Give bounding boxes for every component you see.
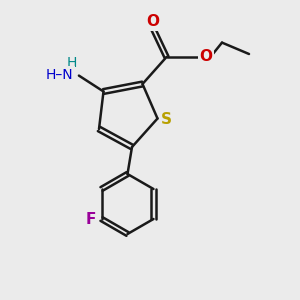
Text: O: O bbox=[200, 49, 213, 64]
Text: H: H bbox=[67, 56, 77, 70]
Text: S: S bbox=[161, 112, 172, 128]
Text: O: O bbox=[146, 14, 159, 29]
Text: H–N: H–N bbox=[46, 68, 74, 82]
Text: F: F bbox=[86, 212, 96, 226]
